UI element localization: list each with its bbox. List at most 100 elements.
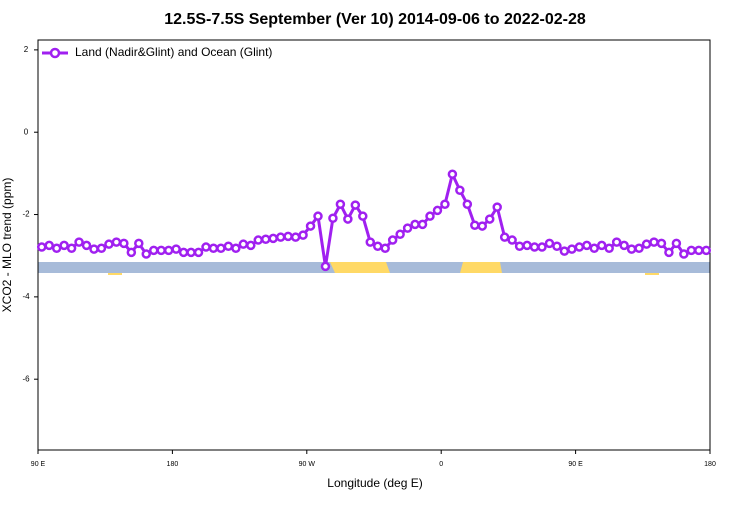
data-point <box>59 240 69 251</box>
data-point <box>320 261 331 272</box>
data-point <box>66 243 77 254</box>
x-tick-label: 0 <box>439 461 443 468</box>
data-point <box>701 245 712 256</box>
data-point <box>96 243 107 254</box>
data-point <box>589 243 600 254</box>
data-point <box>694 245 704 256</box>
x-tick-label: 90 W <box>299 461 316 468</box>
data-point <box>313 211 323 221</box>
data-point <box>365 237 376 247</box>
chart-title: 12.5S-7.5S September (Ver 10) 2014-09-06… <box>164 11 586 28</box>
data-point <box>141 249 152 259</box>
data-point <box>387 235 398 245</box>
data-point <box>283 231 293 242</box>
data-point <box>455 185 465 196</box>
data-point <box>74 237 84 247</box>
data-point <box>440 199 450 209</box>
data-point <box>246 240 256 251</box>
data-point <box>432 205 443 216</box>
data-point <box>604 243 614 254</box>
land-strip <box>108 273 122 275</box>
data-point <box>470 220 480 230</box>
legend-label: Land (Nadir&Glint) and Ocean (Glint) <box>75 45 272 59</box>
data-point <box>89 244 99 254</box>
data-point <box>402 223 413 233</box>
data-point <box>216 243 226 254</box>
data-point <box>238 239 249 249</box>
data-point <box>134 238 144 249</box>
data-point <box>298 230 308 240</box>
data-point <box>477 221 488 231</box>
data-line <box>41 169 707 267</box>
data-point <box>671 238 682 249</box>
data-point <box>425 211 435 221</box>
data-point <box>148 245 159 256</box>
data-point <box>514 241 525 251</box>
data-point <box>395 229 405 240</box>
data-point <box>260 234 271 244</box>
land-mask <box>38 262 710 275</box>
data-point <box>350 200 361 210</box>
data-point <box>186 247 196 258</box>
data-point <box>36 242 47 252</box>
data-point <box>619 240 629 251</box>
data-point <box>410 219 420 230</box>
data-point <box>664 247 674 258</box>
land-strip <box>645 273 659 275</box>
data-point <box>574 242 585 252</box>
data-point <box>335 199 346 209</box>
data-point <box>641 239 652 249</box>
y-tick-label: -2 <box>22 210 30 219</box>
y-axis-label: XCO2 - MLO trend (ppm) <box>0 178 14 313</box>
data-point <box>656 238 667 249</box>
data-point <box>163 245 174 256</box>
data-point <box>178 247 189 258</box>
data-point <box>104 239 114 249</box>
data-point <box>343 214 353 224</box>
data-point <box>507 235 517 245</box>
y-tick-label: -4 <box>22 292 30 301</box>
data-point <box>582 240 592 251</box>
data-point <box>649 237 659 247</box>
x-tick-label: 90 E <box>31 461 46 468</box>
data-point <box>417 219 428 230</box>
data-point <box>626 244 637 254</box>
data-point <box>492 202 502 212</box>
data-point <box>537 242 547 252</box>
data-point <box>193 247 204 258</box>
data-point <box>81 240 92 251</box>
data-point <box>372 241 383 251</box>
data-point <box>44 240 54 251</box>
data-point <box>126 247 137 258</box>
data-point <box>447 169 458 179</box>
x-tick-label: 90 E <box>568 461 583 468</box>
data-point <box>253 235 264 245</box>
data-point <box>51 243 62 254</box>
data-point <box>268 233 278 244</box>
legend-marker <box>49 47 61 59</box>
data-point <box>223 241 234 251</box>
x-axis-label: Longitude (deg E) <box>327 476 422 490</box>
land-strip <box>460 262 502 273</box>
data-point <box>328 213 338 223</box>
data-point <box>231 243 241 254</box>
land-strip <box>330 262 390 273</box>
data-point <box>358 211 368 221</box>
data-point <box>552 241 562 251</box>
data-point <box>544 238 555 249</box>
data-point <box>290 232 301 242</box>
x-tick-label: 180 <box>704 461 716 468</box>
data-point <box>275 232 286 242</box>
y-tick-label: 2 <box>24 45 29 54</box>
data-point <box>305 221 316 231</box>
y-tick-label: -6 <box>22 374 30 383</box>
x-tick-label: 180 <box>167 461 179 468</box>
data-point <box>484 214 495 224</box>
data-point <box>686 245 697 256</box>
data-point <box>522 240 532 251</box>
data-point <box>634 243 644 254</box>
y-tick-label: 0 <box>24 127 29 136</box>
data-point <box>380 243 390 254</box>
data-point <box>611 237 622 247</box>
